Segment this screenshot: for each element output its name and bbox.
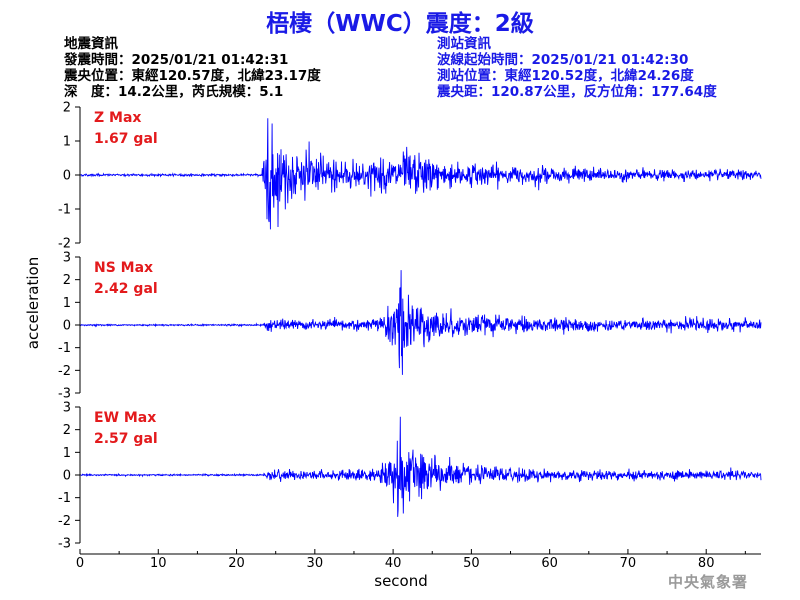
y-tick-label: 1 — [63, 296, 71, 311]
y-axis-label: acceleration — [24, 257, 42, 349]
distance-azimuth-text: 震央距：120.87公里，反方位角：177.64度 — [437, 84, 717, 100]
y-tick-label: 0 — [63, 469, 71, 484]
epicenter-text: 震央位置：東經120.57度，北緯23.17度 — [64, 68, 321, 84]
y-tick-label: 0 — [63, 319, 71, 334]
y-tick-label: 1 — [63, 135, 71, 150]
y-tick-label: -1 — [58, 203, 71, 218]
max-label-z: Z Max — [94, 110, 141, 126]
page-title: 梧棲（WWC）震度：2級 — [266, 11, 534, 37]
y-tick-label: -2 — [58, 237, 71, 252]
x-tick-label: 60 — [541, 556, 558, 571]
y-tick-label: -1 — [58, 491, 71, 506]
max-label-ns: NS Max — [94, 260, 153, 276]
y-tick-label: 3 — [63, 401, 71, 416]
depth-magnitude-text: 深 度：14.2公里，芮氏規模：5.1 — [64, 84, 284, 100]
station-location-text: 測站位置：東經120.52度，北緯24.26度 — [437, 68, 694, 84]
y-tick-label: 3 — [63, 251, 71, 266]
waveform-ew — [79, 416, 762, 517]
x-tick-label: 10 — [150, 556, 167, 571]
max-value-ns: 2.42 gal — [94, 281, 158, 297]
waveform-ns — [79, 270, 762, 375]
y-tick-label: -1 — [58, 341, 71, 356]
y-tick-label: 2 — [63, 273, 71, 288]
y-tick-label: -3 — [58, 537, 71, 552]
station-info-block: 測站資訊 波線起始時間：2025/01/21 01:42:30 測站位置：東經1… — [437, 36, 717, 100]
x-tick-label: 20 — [228, 556, 245, 571]
wave-start-text: 波線起始時間：2025/01/21 01:42:30 — [437, 52, 689, 68]
x-tick-label: 30 — [307, 556, 324, 571]
y-tick-label: 1 — [63, 446, 71, 461]
y-tick-label: 2 — [63, 101, 71, 116]
origin-time-text: 發震時間：2025/01/21 01:42:31 — [64, 52, 289, 68]
x-tick-label: 40 — [385, 556, 402, 571]
y-tick-label: -2 — [58, 514, 71, 529]
y-tick-label: -3 — [58, 387, 71, 402]
max-value-z: 1.67 gal — [94, 131, 158, 147]
x-tick-label: 50 — [463, 556, 480, 571]
x-axis-label: second — [374, 572, 428, 590]
y-tick-label: -2 — [58, 364, 71, 379]
event-info-block: 地震資訊 發震時間：2025/01/21 01:42:31 震央位置：東經120… — [64, 36, 321, 100]
y-tick-label: 0 — [63, 169, 71, 184]
x-tick-label: 70 — [620, 556, 637, 571]
waveform-z — [79, 118, 762, 230]
x-tick-label: 80 — [698, 556, 715, 571]
agency-logo-text: 中央氣象署 — [667, 573, 748, 591]
event-info-header: 地震資訊 — [64, 36, 118, 52]
max-label-ew: EW Max — [94, 410, 156, 426]
max-value-ew: 2.57 gal — [94, 431, 158, 447]
station-info-header: 測站資訊 — [437, 36, 491, 52]
y-tick-label: 2 — [63, 423, 71, 438]
x-tick-label: 0 — [76, 556, 84, 571]
